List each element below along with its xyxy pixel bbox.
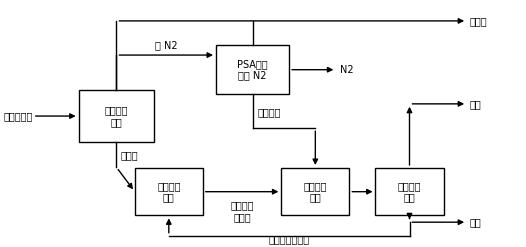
- Text: 不凝气体: 不凝气体: [258, 107, 281, 117]
- FancyBboxPatch shape: [216, 45, 289, 94]
- Text: 烃类萃取
解吸: 烃类萃取 解吸: [157, 181, 180, 203]
- Text: 乙烯丙烯
精馏: 乙烯丙烯 精馏: [398, 181, 421, 203]
- FancyBboxPatch shape: [135, 168, 203, 215]
- Text: 富烃萃取
解吸气: 富烃萃取 解吸气: [230, 200, 254, 222]
- Text: 吸附质: 吸附质: [120, 150, 138, 160]
- Text: N2: N2: [340, 65, 354, 75]
- FancyBboxPatch shape: [376, 168, 443, 215]
- Text: 烃类分离
回收: 烃类分离 回收: [304, 181, 327, 203]
- Text: 燃料气: 燃料气: [470, 16, 487, 26]
- Text: 丙烯萃取剂循环: 丙烯萃取剂循环: [269, 234, 310, 244]
- Text: 聚烯烃尾气: 聚烯烃尾气: [4, 111, 33, 121]
- Text: 丙烯: 丙烯: [470, 217, 481, 227]
- Text: PSA分离
提纯 N2: PSA分离 提纯 N2: [237, 59, 268, 81]
- Text: 烃类吸附
浓缩: 烃类吸附 浓缩: [105, 105, 128, 127]
- Text: 富 N2: 富 N2: [155, 40, 177, 50]
- Text: 乙烯: 乙烯: [470, 99, 481, 109]
- FancyBboxPatch shape: [281, 168, 349, 215]
- FancyBboxPatch shape: [78, 90, 155, 142]
